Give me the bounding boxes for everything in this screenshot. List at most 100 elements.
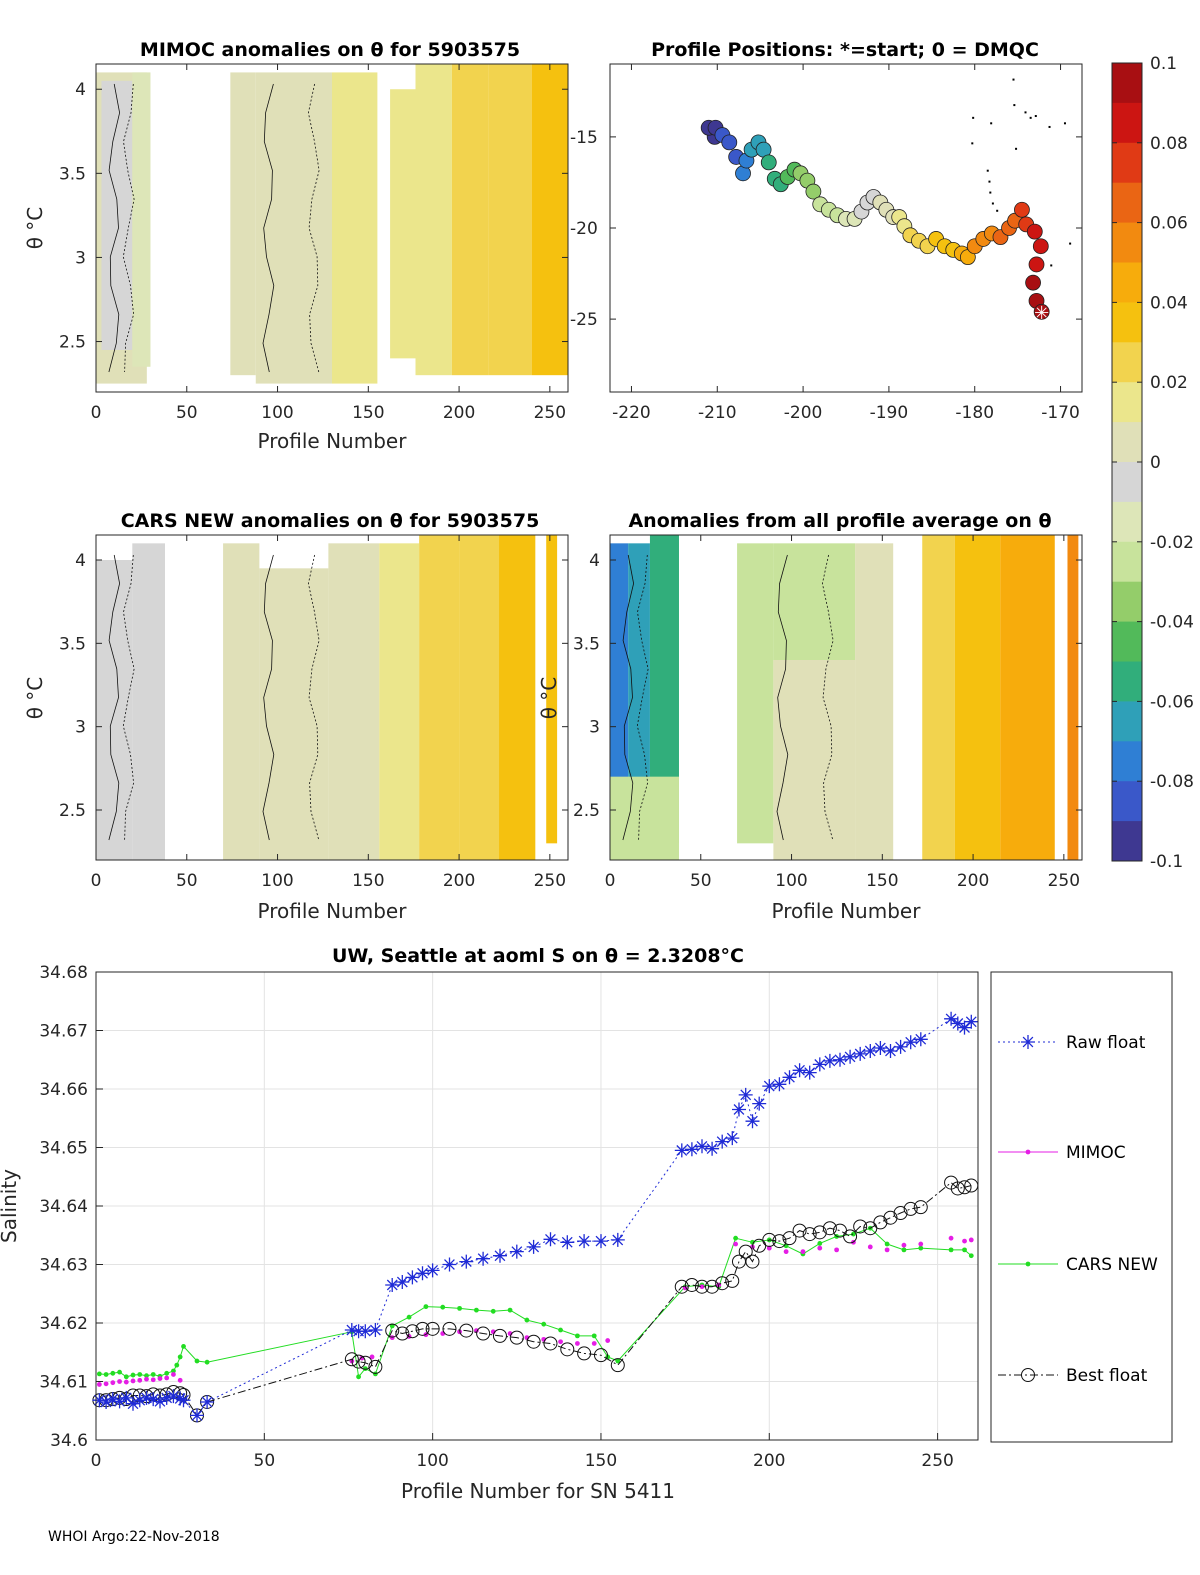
best-float-circle-marker xyxy=(822,1221,837,1236)
best-float-circle-marker xyxy=(957,1180,972,1195)
y-tick-label: 34.67 xyxy=(39,1022,88,1042)
colorbar-tick-label: 0.04 xyxy=(1150,293,1188,313)
island-dot xyxy=(996,209,999,212)
cars-new-dot-marker xyxy=(123,1374,129,1380)
heatmap-band xyxy=(1067,535,1079,860)
cars-new-dot-marker xyxy=(130,1372,136,1378)
raw-float-star-marker xyxy=(903,1035,918,1050)
best-float-circle-marker xyxy=(560,1342,575,1357)
raw-float-star-marker xyxy=(802,1065,817,1080)
legend-box xyxy=(990,971,1173,1443)
raw-float-star-marker xyxy=(509,1244,524,1259)
best-float-circle-marker xyxy=(674,1279,689,1294)
mimoc-dot-marker xyxy=(157,1376,163,1381)
cars-new-dot-marker xyxy=(423,1304,429,1310)
x-tick-label: -200 xyxy=(784,403,823,423)
raw-float-star-marker xyxy=(153,1394,167,1409)
cars-new-dot-marker xyxy=(457,1305,462,1311)
cars-new-dot-marker xyxy=(181,1344,186,1349)
colorbar-tick-label: -0.02 xyxy=(1150,533,1194,553)
raw-float-star-marker xyxy=(957,1020,972,1035)
mimoc-dot-marker xyxy=(884,1247,890,1253)
raw-float-star-marker xyxy=(166,1389,181,1404)
x-tick-label: 250 xyxy=(1048,871,1080,891)
raw-float-star-marker xyxy=(812,1057,827,1072)
cars-new-dot-marker xyxy=(884,1241,890,1247)
best-float-circle-marker xyxy=(694,1279,709,1294)
mimoc-dot-marker xyxy=(918,1241,924,1247)
profile-position-marker xyxy=(721,134,738,151)
island-dot xyxy=(988,180,991,183)
mimoc-dot-marker xyxy=(783,1249,789,1255)
raw-float-star-marker xyxy=(425,1263,440,1278)
best-float-circle-marker xyxy=(425,1321,440,1336)
colorbar-segment xyxy=(1112,342,1142,383)
island-dot xyxy=(972,116,975,119)
profile-position-marker xyxy=(1026,223,1043,240)
best-float-series-line xyxy=(99,1181,972,1417)
raw-float-star-marker xyxy=(200,1395,215,1409)
colorbar: 0.1 0.08 0.06 0.04 0.02 0 -0.02 -0.04 -0.06 -0.08… xyxy=(1111,54,1194,872)
legend-dot-marker xyxy=(1025,1261,1031,1267)
mimoc-dot-marker xyxy=(103,1381,109,1387)
cars-new-dot-marker xyxy=(541,1321,547,1327)
raw-float-star-marker xyxy=(772,1077,787,1092)
raw-float-star-marker xyxy=(476,1251,491,1266)
y-tick-label: 2.5 xyxy=(59,801,86,821)
mimoc-dot-marker xyxy=(766,1245,772,1251)
y-tick-label: 34.62 xyxy=(39,1314,88,1334)
y-tick-label: 34.64 xyxy=(39,1197,88,1217)
cars-anomaly-panel: CARS NEW anomalies on θ for 5903575 0 50 1… xyxy=(23,510,569,923)
y-tick-label: 3 xyxy=(589,718,600,738)
raw-float-star-marker xyxy=(725,1131,740,1146)
cars-new-dot-marker xyxy=(591,1333,597,1339)
island-dot xyxy=(1012,78,1015,81)
contour-line xyxy=(776,554,789,841)
cars-new-dot-marker xyxy=(177,1354,183,1360)
mimoc-dot-marker xyxy=(150,1377,156,1383)
x-tick-label: -210 xyxy=(698,403,737,423)
island-dot xyxy=(1048,125,1051,128)
island-dot xyxy=(1024,111,1027,114)
colorbar-tick-label: 0 xyxy=(1150,453,1161,473)
heatmap-band xyxy=(546,535,558,844)
mimoc-dot-marker xyxy=(137,1377,143,1383)
heatmap-band xyxy=(101,80,133,350)
colorbar-tick-label: 0.02 xyxy=(1150,373,1188,393)
mimoc-dot-marker xyxy=(558,1339,563,1345)
mimoc-panel-title: MIMOC anomalies on θ for 5903575 xyxy=(140,39,520,61)
island-dot xyxy=(971,142,974,145)
raw-float-star-marker xyxy=(752,1096,767,1111)
y-tick-label: 34.63 xyxy=(39,1256,88,1276)
cars-new-dot-marker xyxy=(558,1327,563,1333)
heatmap-band xyxy=(259,568,329,860)
cars-new-dot-marker xyxy=(948,1247,954,1253)
best-float-circle-marker xyxy=(593,1348,608,1363)
colorbar-tick-label: -0.04 xyxy=(1150,613,1194,633)
best-float-circle-marker xyxy=(705,1279,720,1294)
colorbar-segment xyxy=(1112,781,1142,822)
cars-new-dot-marker xyxy=(406,1314,412,1320)
legend-label: MIMOC xyxy=(1066,1143,1126,1163)
cars-panel-frame xyxy=(95,534,569,861)
contour-line xyxy=(307,554,320,841)
raw-float-star-marker xyxy=(176,1393,191,1408)
cars-new-dot-marker xyxy=(750,1239,755,1245)
mimoc-dot-marker xyxy=(834,1247,840,1253)
cars-new-dot-marker xyxy=(96,1371,102,1377)
mimoc-dot-marker xyxy=(605,1338,611,1343)
island-dot xyxy=(989,191,992,194)
footer-credit: WHOI Argo:22-Nov-2018 xyxy=(48,1529,220,1545)
raw-float-star-marker xyxy=(99,1395,114,1409)
raw-float-star-marker xyxy=(695,1139,709,1154)
contour-line xyxy=(307,83,320,373)
colorbar-segment xyxy=(1112,701,1142,742)
y-tick-label: 4 xyxy=(589,551,600,571)
colorbar-segment xyxy=(1112,501,1142,543)
island-dot xyxy=(991,202,994,205)
x-tick-label: 250 xyxy=(534,403,566,423)
profile-average-anomaly-panel: Anomalies from all profile average on θ … xyxy=(537,510,1083,923)
raw-float-star-marker xyxy=(493,1248,507,1263)
best-float-circle-marker xyxy=(812,1225,827,1240)
